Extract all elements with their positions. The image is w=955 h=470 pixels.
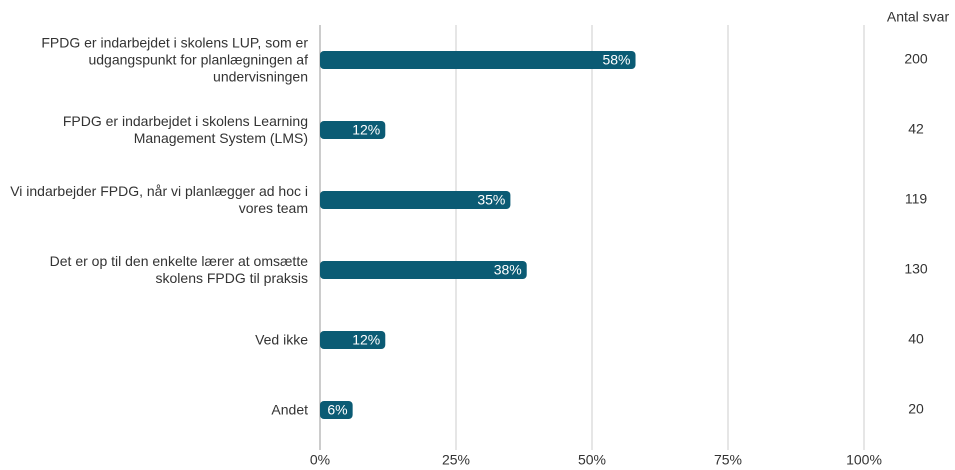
count-label: 40 (908, 331, 924, 347)
bar (320, 261, 527, 279)
count-label: 119 (905, 191, 928, 207)
category-label: Det er op til den enkelte lærer at omsæt… (49, 253, 308, 286)
count-label: 20 (908, 401, 924, 417)
bar (320, 401, 353, 419)
x-tick-label: 0% (310, 452, 330, 468)
x-tick-label: 50% (578, 452, 606, 468)
value-label: 35% (477, 192, 505, 208)
category-label: FPDG er indarbejdet i skolens LUP, som e… (41, 34, 308, 85)
category-label: Andet (271, 401, 308, 418)
x-tick-label: 75% (714, 452, 742, 468)
category-label: FPDG er indarbejdet i skolens Learning M… (62, 113, 308, 146)
x-tick-label: 100% (846, 452, 882, 468)
bar (320, 121, 386, 139)
x-tick-label: 25% (442, 452, 470, 468)
value-label: 12% (352, 122, 380, 138)
count-label: 200 (904, 51, 928, 67)
category-label: Vi indarbejder FPDG, når vi planlægger a… (10, 183, 308, 216)
value-label: 6% (327, 402, 347, 418)
value-label: 58% (602, 52, 630, 68)
count-label: 130 (904, 261, 928, 277)
value-label: 38% (494, 262, 522, 278)
bar (320, 331, 386, 349)
value-label: 12% (352, 332, 380, 348)
bar (320, 51, 636, 69)
bar (320, 191, 511, 209)
count-label: 42 (908, 121, 924, 137)
counts-title: Antal svar (887, 9, 950, 25)
category-label: Ved ikke (255, 331, 308, 348)
